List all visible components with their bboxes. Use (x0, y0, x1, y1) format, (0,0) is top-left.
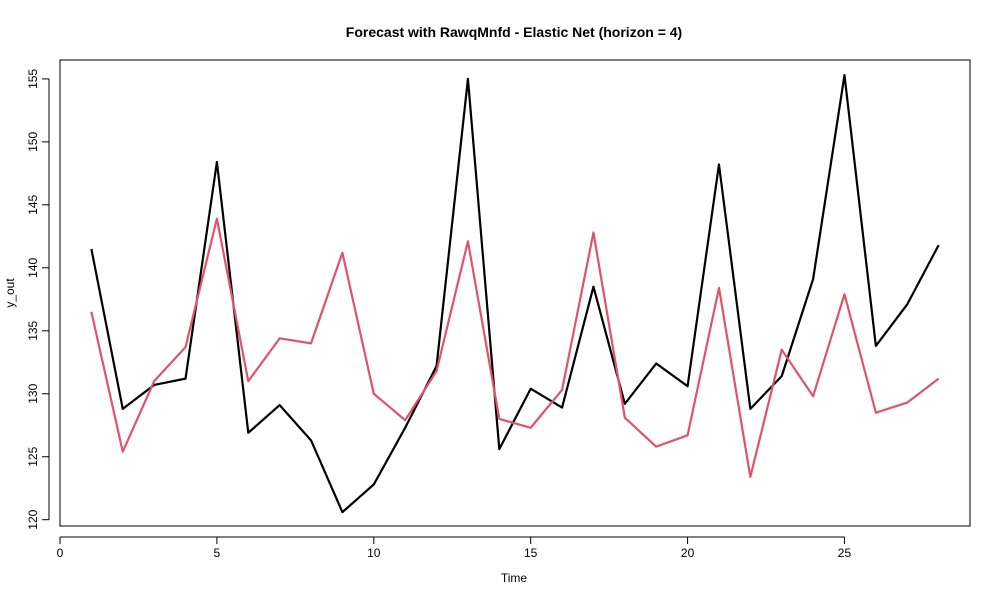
y-axis-label: y_out (3, 278, 17, 308)
x-tick-label: 15 (524, 546, 538, 560)
plot-area-border (59, 59, 971, 527)
x-tick-label: 20 (681, 546, 695, 560)
x-axis: 0 5 10 15 20 25 (57, 536, 852, 560)
y-tick-label: 155 (26, 69, 40, 89)
y-tick-label: 140 (26, 257, 40, 277)
x-tick-label: 25 (838, 546, 852, 560)
y-tick-label: 150 (26, 132, 40, 152)
x-tick-label: 5 (214, 546, 221, 560)
x-tick-label: 10 (367, 546, 381, 560)
series-line-2 (90, 217, 940, 478)
x-tick-label: 0 (57, 546, 64, 560)
y-tick-label: 135 (26, 320, 40, 340)
y-tick-label: 145 (26, 195, 40, 215)
x-axis-label: Time (501, 571, 528, 585)
y-tick-label: 120 (26, 509, 40, 529)
y-tick-label: 125 (26, 446, 40, 466)
chart-title: Forecast with RawqMnfd - Elastic Net (ho… (346, 24, 682, 40)
y-tick-label: 130 (26, 383, 40, 403)
series-layer (90, 74, 940, 514)
y-axis: 120 125 130 135 140 145 150 155 (26, 69, 50, 530)
series-line-1 (90, 74, 940, 514)
